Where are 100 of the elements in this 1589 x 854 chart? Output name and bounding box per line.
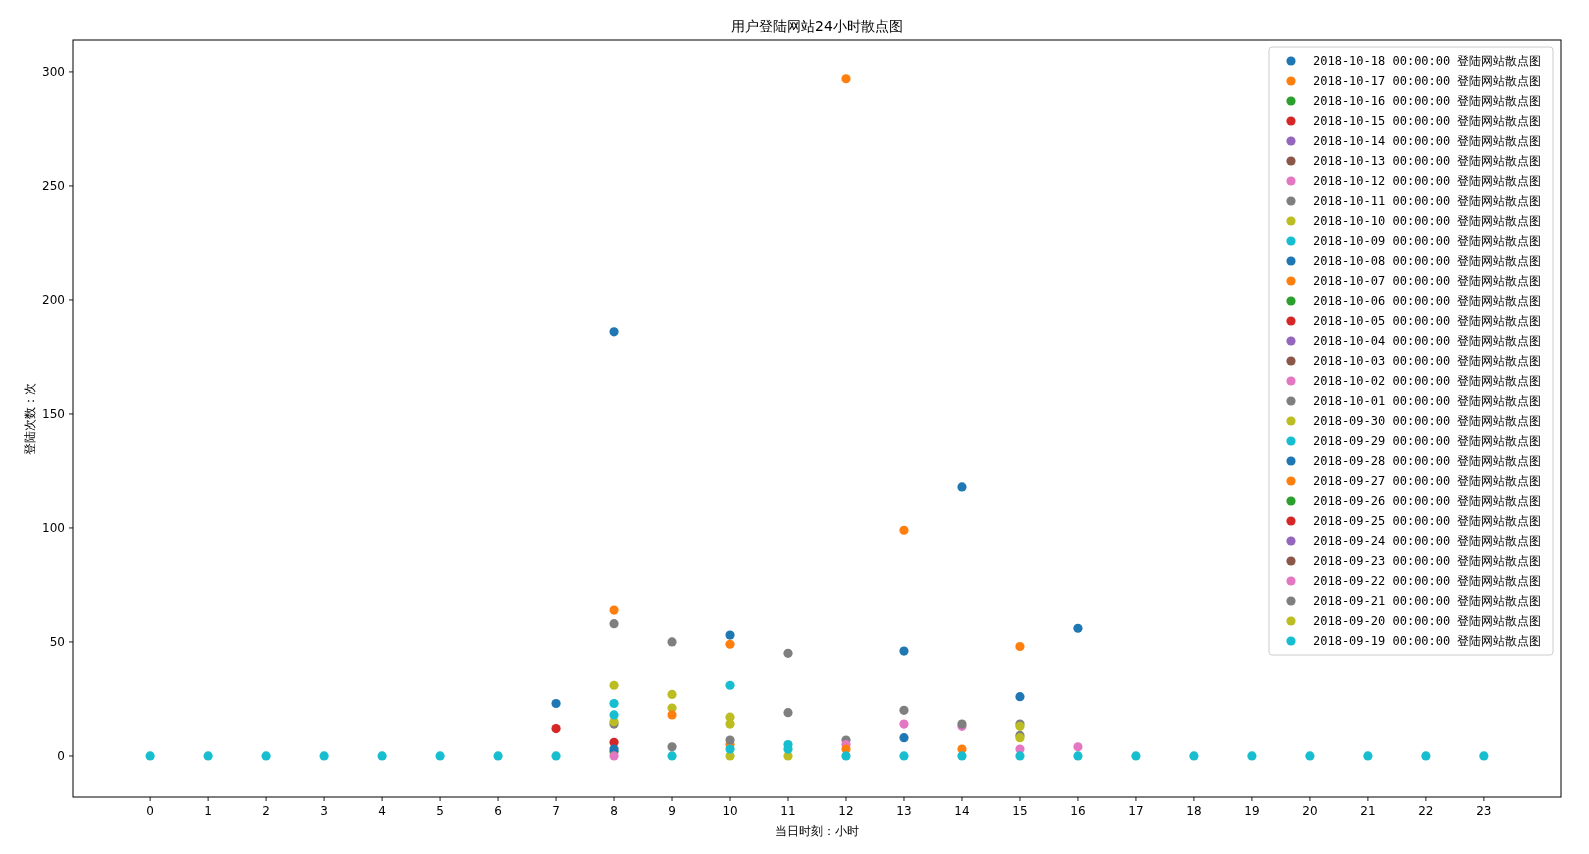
point	[609, 327, 619, 337]
point	[667, 689, 677, 699]
point	[1073, 623, 1083, 633]
legend-label: 2018-10-01 00:00:00 登陆网站散点图	[1313, 394, 1542, 408]
x-tick-label: 6	[494, 804, 502, 818]
point	[783, 648, 793, 658]
legend-label: 2018-09-21 00:00:00 登陆网站散点图	[1313, 594, 1542, 608]
point	[1189, 751, 1199, 761]
point	[377, 751, 387, 761]
y-tick-label: 100	[42, 520, 65, 535]
legend-label: 2018-10-04 00:00:00 登陆网站散点图	[1313, 334, 1542, 348]
x-tick-label: 16	[1070, 804, 1086, 818]
legend-label: 2018-10-03 00:00:00 登陆网站散点图	[1313, 354, 1542, 368]
point	[1015, 641, 1025, 652]
point	[783, 708, 793, 718]
x-tick-label: 18	[1186, 804, 1202, 818]
legend-label: 2018-10-16 00:00:00 登陆网站散点图	[1313, 94, 1542, 108]
x-tick-label: 20	[1302, 804, 1318, 818]
point	[1073, 751, 1083, 761]
y-tick-label: 250	[42, 178, 65, 193]
point	[957, 482, 967, 492]
point	[725, 630, 735, 640]
x-tick-label: 13	[896, 804, 912, 818]
x-tick-label: 8	[610, 804, 618, 818]
point	[899, 525, 909, 535]
point	[1015, 692, 1025, 702]
point	[435, 751, 445, 761]
point	[1131, 751, 1141, 761]
point	[899, 705, 909, 715]
legend-label: 2018-10-14 00:00:00 登陆网站散点图	[1313, 134, 1542, 148]
point	[609, 680, 619, 690]
point	[1015, 751, 1025, 761]
legend-label: 2018-09-24 00:00:00 登陆网站散点图	[1313, 534, 1542, 548]
x-tick-label: 14	[954, 804, 970, 818]
y-tick-label: 300	[42, 64, 65, 79]
point	[899, 751, 909, 761]
x-tick-label: 12	[838, 804, 854, 818]
x-tick-label: 7	[552, 804, 560, 818]
x-tick-label: 19	[1244, 804, 1260, 818]
x-tick-label: 5	[436, 804, 444, 818]
point	[667, 637, 677, 647]
legend-label: 2018-10-07 00:00:00 登陆网站散点图	[1313, 274, 1542, 288]
point	[841, 751, 851, 761]
legend-label: 2018-09-19 00:00:00 登陆网站散点图	[1313, 634, 1542, 648]
point	[145, 751, 155, 761]
x-tick-label: 22	[1418, 804, 1434, 818]
legend-label: 2018-09-30 00:00:00 登陆网站散点图	[1313, 414, 1542, 428]
legend-label: 2018-10-18 00:00:00 登陆网站散点图	[1313, 54, 1542, 68]
legend-label: 2018-09-25 00:00:00 登陆网站散点图	[1313, 514, 1542, 528]
point	[725, 639, 735, 649]
x-tick-label: 15	[1012, 804, 1028, 818]
point	[1073, 742, 1083, 752]
point	[203, 751, 213, 761]
point	[667, 710, 677, 720]
x-tick-label: 9	[668, 804, 676, 818]
legend-label: 2018-09-20 00:00:00 登陆网站散点图	[1313, 614, 1542, 628]
x-axis-title: 当日时刻：小时	[775, 824, 859, 838]
legend-label: 2018-10-11 00:00:00 登陆网站散点图	[1313, 194, 1542, 208]
x-tick-label: 4	[378, 804, 386, 818]
legend-label: 2018-09-27 00:00:00 登陆网站散点图	[1313, 474, 1542, 488]
point	[609, 698, 619, 709]
point	[493, 751, 503, 761]
legend-label: 2018-09-29 00:00:00 登陆网站散点图	[1313, 434, 1542, 448]
point	[609, 605, 619, 615]
x-tick-label: 10	[722, 804, 738, 818]
point	[667, 742, 677, 752]
chart-title: 用户登陆网站24小时散点图	[731, 18, 903, 34]
x-tick-label: 23	[1476, 804, 1492, 818]
point	[725, 735, 735, 745]
x-tick-label: 3	[320, 804, 328, 818]
point	[551, 724, 561, 734]
point	[1247, 751, 1257, 761]
x-tick-label: 17	[1128, 804, 1144, 818]
x-tick-label: 0	[146, 804, 154, 818]
legend-label: 2018-09-28 00:00:00 登陆网站散点图	[1313, 454, 1542, 468]
point	[1305, 751, 1315, 761]
point	[551, 751, 561, 761]
y-axis-title: 登陆次数：次	[23, 382, 37, 455]
legend-label: 2018-10-12 00:00:00 登陆网站散点图	[1313, 174, 1542, 188]
point	[899, 719, 909, 729]
y-tick-label: 50	[49, 634, 65, 649]
point	[899, 646, 909, 656]
y-tick-label: 200	[42, 292, 65, 307]
point	[551, 698, 561, 709]
legend-label: 2018-09-26 00:00:00 登陆网站散点图	[1313, 494, 1542, 508]
point	[609, 619, 619, 629]
point	[1479, 751, 1489, 761]
x-tick-label: 21	[1360, 804, 1376, 818]
point	[1363, 751, 1373, 761]
legend-label: 2018-10-17 00:00:00 登陆网站散点图	[1313, 74, 1542, 88]
point	[319, 751, 329, 761]
point	[609, 751, 619, 761]
x-tick-label: 11	[780, 804, 796, 818]
x-tick-label: 1	[204, 804, 212, 818]
legend-label: 2018-10-10 00:00:00 登陆网站散点图	[1313, 214, 1542, 228]
point	[1421, 751, 1431, 761]
point	[261, 751, 271, 761]
legend-label: 2018-09-23 00:00:00 登陆网站散点图	[1313, 554, 1542, 568]
legend-label: 2018-10-06 00:00:00 登陆网站散点图	[1313, 294, 1542, 308]
point	[667, 751, 677, 761]
